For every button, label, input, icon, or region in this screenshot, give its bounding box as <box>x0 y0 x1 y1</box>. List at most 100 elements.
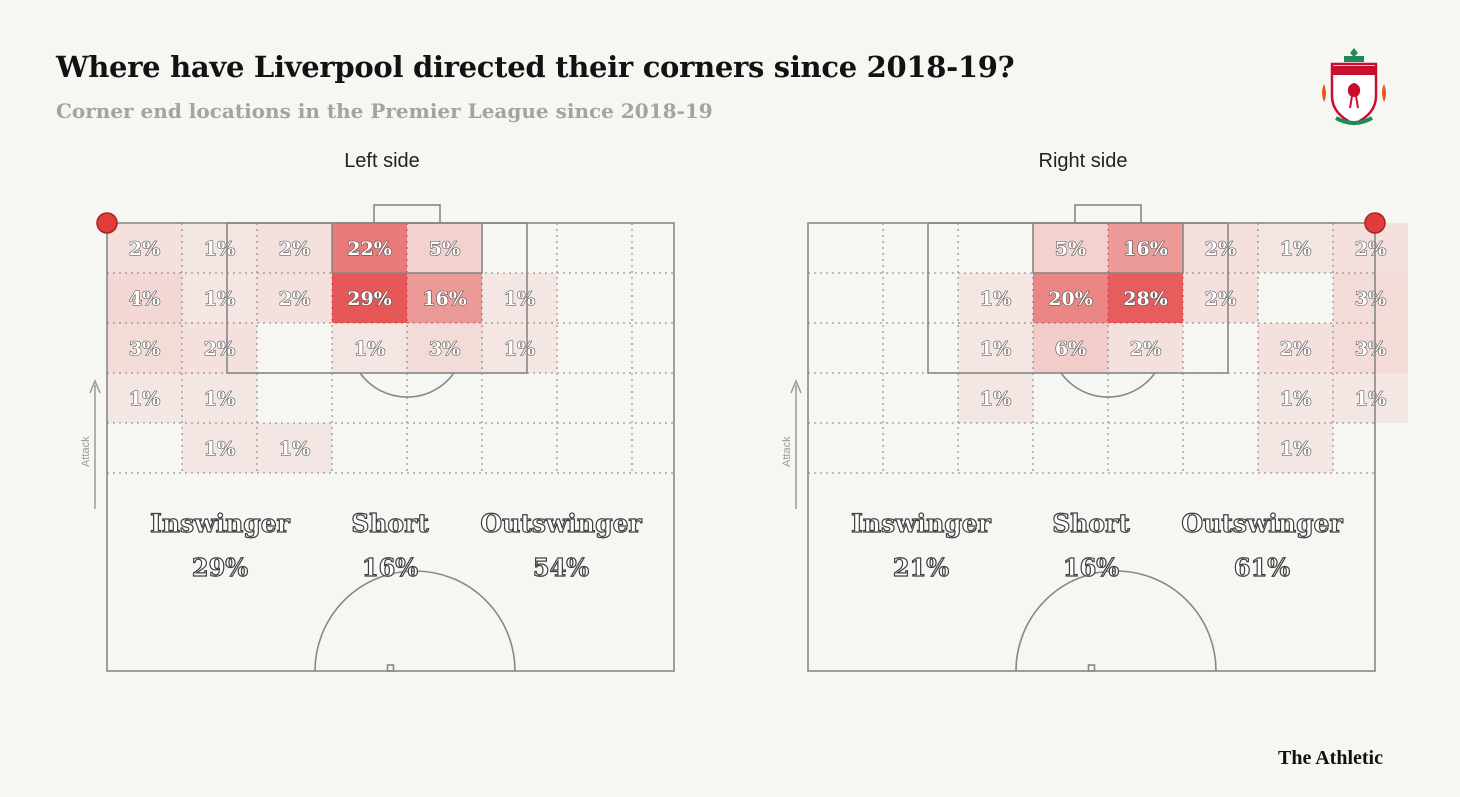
attack-arrow-head <box>790 379 802 394</box>
heat-cell <box>1033 223 1108 273</box>
cell-label: 1% <box>204 238 235 260</box>
stat-value: 21% <box>893 553 949 582</box>
heat-cell <box>407 223 482 273</box>
attack-arrow-head <box>89 379 101 394</box>
goal <box>373 204 441 224</box>
heat-cell <box>107 273 182 323</box>
cell-label: 2% <box>279 288 310 310</box>
cell-label: 1% <box>1280 438 1311 460</box>
centre-spot <box>1087 664 1096 672</box>
stat-value: 61% <box>1234 553 1290 582</box>
chart-title: Where have Liverpool directed their corn… <box>56 50 1015 84</box>
heat-cell <box>958 373 1033 423</box>
heat-cell <box>958 273 1033 323</box>
cell-label: 2% <box>129 238 160 260</box>
cell-label: 2% <box>1280 338 1311 360</box>
cell-label: 1% <box>1280 388 1311 410</box>
attack-label: Attack <box>781 436 793 467</box>
left-side-title: Left side <box>344 150 420 172</box>
cell-label: 1% <box>204 288 235 310</box>
cell-label: 6% <box>1055 338 1086 360</box>
cell-label: 3% <box>1355 288 1386 310</box>
corner-marker <box>96 212 118 234</box>
cell-label: 3% <box>1355 338 1386 360</box>
stat-value: 16% <box>1063 553 1119 582</box>
cell-label: 29% <box>347 288 392 310</box>
stat-value: 54% <box>533 553 589 582</box>
heat-cell <box>1333 323 1408 373</box>
heat-cell <box>107 323 182 373</box>
heat-cell <box>1033 273 1108 323</box>
penalty-arc <box>359 372 455 398</box>
stat-label: Inswinger <box>851 509 992 538</box>
cell-label: 28% <box>1123 288 1168 310</box>
cell-label: 22% <box>347 238 392 260</box>
heat-cell <box>1333 273 1408 323</box>
heat-cell <box>182 373 257 423</box>
centre-circle <box>1015 570 1217 672</box>
right-side-title: Right side <box>1038 150 1128 172</box>
stat-label: Outswinger <box>480 509 642 538</box>
stat-label: Outswinger <box>1181 509 1343 538</box>
heat-cell <box>482 273 557 323</box>
centre-spot <box>386 664 395 672</box>
cell-label: 2% <box>1355 238 1386 260</box>
heat-cell <box>1108 323 1183 373</box>
left-side-heatmap: 2% 1% 2% 22% 5% 4% 1% 2% 29% 16% 1% 3% 2% 1% 3% 1% 1% 1% 1… <box>80 204 675 672</box>
cell-label: 1% <box>980 388 1011 410</box>
cell-label: 2% <box>1205 238 1236 260</box>
stat-label: Short <box>351 509 429 538</box>
cell-label: 2% <box>279 238 310 260</box>
heat-cell <box>1258 323 1333 373</box>
heat-cell <box>332 223 407 273</box>
heat-cell <box>257 273 332 323</box>
heat-cell <box>107 223 182 273</box>
heat-cell <box>332 323 407 373</box>
cell-label: 4% <box>129 288 160 310</box>
cell-label: 2% <box>1130 338 1161 360</box>
heat-cell <box>1258 223 1333 273</box>
penalty-arc <box>1060 372 1156 398</box>
cell-label: 16% <box>1123 238 1168 260</box>
brand-wordmark: The Athletic <box>1278 747 1383 769</box>
heat-cell <box>1333 373 1408 423</box>
stat-value: 29% <box>192 553 248 582</box>
cell-label: 2% <box>1205 288 1236 310</box>
cell-label: 1% <box>129 388 160 410</box>
cell-label: 16% <box>422 288 467 310</box>
cell-label: 1% <box>1355 388 1386 410</box>
heat-cell <box>257 423 332 473</box>
attack-label: Attack <box>80 436 92 467</box>
cell-label: 1% <box>1280 238 1311 260</box>
chart-subtitle: Corner end locations in the Premier Leag… <box>56 99 713 123</box>
stat-label: Short <box>1052 509 1130 538</box>
heat-cell <box>1258 423 1333 473</box>
cell-label: 3% <box>429 338 460 360</box>
cell-label: 1% <box>204 438 235 460</box>
cell-label: 1% <box>504 338 535 360</box>
cell-label: 20% <box>1048 288 1093 310</box>
cell-label: 5% <box>1055 238 1086 260</box>
heat-cell <box>407 323 482 373</box>
cell-label: 5% <box>429 238 460 260</box>
heat-cell <box>1108 273 1183 323</box>
liverpool-crest-logo <box>1322 48 1386 126</box>
heat-cell <box>257 223 332 273</box>
heat-cell <box>482 323 557 373</box>
cell-label: 1% <box>980 288 1011 310</box>
heat-cell <box>1108 223 1183 273</box>
cell-label: 2% <box>204 338 235 360</box>
goal <box>1074 204 1142 224</box>
cell-label: 1% <box>204 388 235 410</box>
stat-label: Inswinger <box>150 509 291 538</box>
cell-label: 3% <box>129 338 160 360</box>
heat-cell <box>182 323 257 373</box>
centre-circle <box>314 570 516 672</box>
stat-value: 16% <box>362 553 418 582</box>
pitch-markings <box>807 204 1376 672</box>
heat-cell <box>182 423 257 473</box>
cell-label: 1% <box>354 338 385 360</box>
heat-cell <box>958 323 1033 373</box>
heat-cell <box>182 273 257 323</box>
heat-cell <box>1258 373 1333 423</box>
